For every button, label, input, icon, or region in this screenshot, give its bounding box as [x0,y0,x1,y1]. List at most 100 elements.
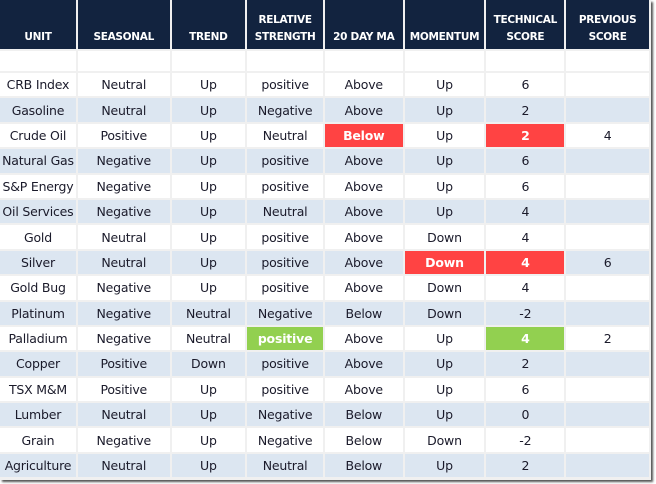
cell-20-day-ma: Above [325,73,403,97]
cell-previous-score [566,352,649,376]
header-technical-score: TECHNICAL SCORE [486,0,565,49]
cell-20-day-ma: Below [325,301,403,325]
cell-relative-strength: Negative [247,428,323,452]
cell-20-day-ma: Above [325,174,403,198]
cell-relative-strength: positive [247,250,323,275]
table-row: Agriculture Neutral Up Neutral Below Up 2 [0,453,649,478]
header-seasonal: SEASONAL [77,0,170,49]
cell-seasonal: Neutral [77,225,170,249]
cell-momentum: Down [404,225,485,249]
cell-previous-score [566,276,649,300]
cell-relative-strength: Neutral [247,199,323,224]
cell-trend: Up [171,250,246,275]
cell-unit: Palladium [0,326,76,351]
cell-seasonal: Neutral [77,98,170,122]
cell-previous-score [566,199,649,224]
cell-technical-score: 2 [486,352,565,376]
header-momentum: MOMENTUM [404,0,485,49]
cell-seasonal: Neutral [77,453,170,478]
cell-20-day-ma: Above [325,199,403,224]
cell-seasonal: Negative [77,301,170,325]
cell-trend: Up [171,98,246,122]
cell-momentum: Down [404,250,485,275]
cell-previous-score [566,403,649,427]
cell-unit: Crude Oil [0,123,76,148]
cell-unit: Natural Gas [0,149,76,173]
header-unit: UNIT [0,0,76,49]
cell-previous-score [566,73,649,97]
cell-unit: Oil Services [0,199,76,224]
cell-relative-strength: Negative [247,301,323,325]
cell-relative-strength: Neutral [247,453,323,478]
cell-relative-strength: positive [247,326,323,351]
cell-momentum: Up [404,149,485,173]
table-row: Silver Neutral Up positive Above Down 4 6 [0,250,649,275]
cell-relative-strength: positive [247,352,323,376]
cell-technical-score: 4 [486,199,565,224]
cell-20-day-ma: Above [325,276,403,300]
header-20-day-ma: 20 DAY MA [325,0,403,49]
cell-unit: Copper [0,352,76,376]
cell-relative-strength: Negative [247,403,323,427]
cell-technical-score: 0 [486,403,565,427]
cell-trend: Up [171,276,246,300]
header-trend: TREND [171,0,246,49]
cell-unit: Agriculture [0,453,76,478]
cell-20-day-ma: Above [325,352,403,376]
cell-trend: Down [171,352,246,376]
cell-seasonal: Negative [77,326,170,351]
table-row: Copper Positive Down positive Above Up 2 [0,352,649,376]
cell-seasonal: Negative [77,149,170,173]
cell-technical-score: -2 [486,301,565,325]
cell-20-day-ma: Below [325,123,403,148]
cell-trend: Neutral [171,301,246,325]
cell-seasonal: Neutral [77,250,170,275]
cell-20-day-ma: Below [325,453,403,478]
cell-momentum: Up [404,453,485,478]
cell-trend: Neutral [171,326,246,351]
cell-technical-score: 4 [486,250,565,275]
cell-momentum: Up [404,174,485,198]
cell-momentum: Up [404,98,485,122]
cell-relative-strength: positive [247,276,323,300]
cell-unit: S&P Energy [0,174,76,198]
cell-momentum: Down [404,301,485,325]
cell-trend: Up [171,73,246,97]
table-row: Platinum Negative Neutral Negative Below Down… [0,301,649,325]
cell-relative-strength: positive [247,73,323,97]
cell-technical-score: 6 [486,377,565,402]
cell-20-day-ma: Above [325,250,403,275]
cell-technical-score: 6 [486,73,565,97]
cell-previous-score: 6 [566,250,649,275]
cell-seasonal: Negative [77,276,170,300]
cell-seasonal: Negative [77,174,170,198]
cell-previous-score [566,98,649,122]
cell-previous-score [566,453,649,478]
cell-previous-score [566,174,649,198]
cell-seasonal: Negative [77,428,170,452]
cell-20-day-ma: Below [325,428,403,452]
cell-relative-strength: Negative [247,98,323,122]
cell-seasonal: Neutral [77,403,170,427]
cell-momentum: Up [404,377,485,402]
cell-previous-score [566,149,649,173]
table-row: Grain Negative Up Negative Below Down -2 [0,428,649,452]
cell-relative-strength: positive [247,149,323,173]
cell-relative-strength: Neutral [247,123,323,148]
table-row: Palladium Negative Neutral positive Above Up 4… [0,326,649,351]
cell-momentum: Up [404,123,485,148]
cell-unit: TSX M&M [0,377,76,402]
cell-relative-strength: positive [247,174,323,198]
cell-seasonal: Negative [77,199,170,224]
cell-technical-score: 2 [486,123,565,148]
cell-technical-score: 4 [486,276,565,300]
cell-trend: Up [171,377,246,402]
header-row: UNIT SEASONAL TREND RELATIVE STRENGTH 20 DAY … [0,0,649,49]
cell-technical-score: 2 [486,453,565,478]
cell-momentum: Up [404,352,485,376]
cell-previous-score [566,225,649,249]
cell-previous-score [566,301,649,325]
cell-unit: Silver [0,250,76,275]
cell-trend: Up [171,453,246,478]
cell-unit: Lumber [0,403,76,427]
